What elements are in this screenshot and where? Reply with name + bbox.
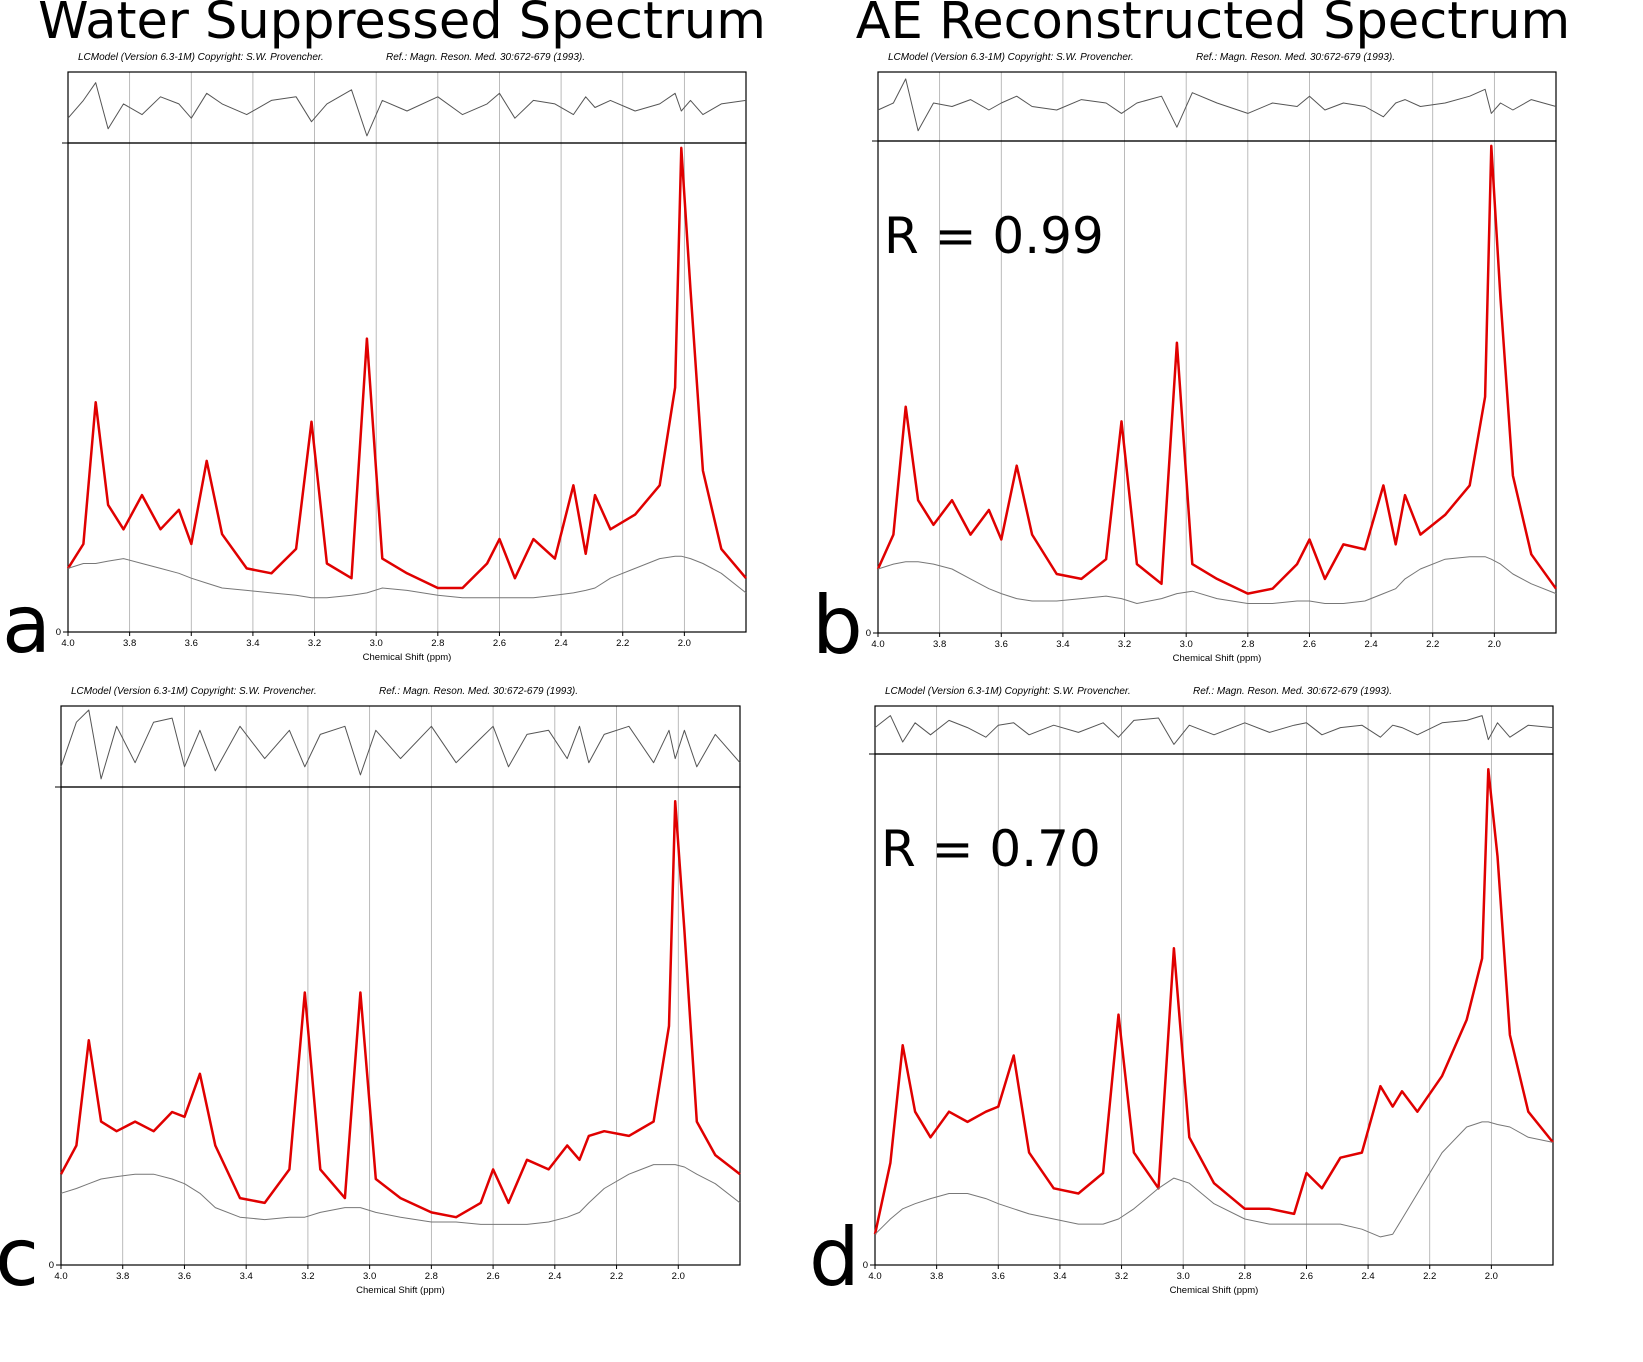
x-tick-label: 3.2	[301, 1271, 314, 1282]
x-tick-label: 3.6	[995, 639, 1008, 650]
spectrum-line	[877, 556, 1557, 604]
residual-line	[67, 82, 747, 137]
reference: Ref.: Magn. Reson. Med. 30:672-679 (1993…	[386, 52, 585, 63]
y-tick-label: 0	[866, 628, 871, 639]
x-tick-label: 2.6	[1303, 639, 1316, 650]
spectrum-line	[876, 144, 1558, 595]
x-tick-label: 2.4	[1364, 639, 1377, 650]
x-tick-label: 2.6	[1300, 1271, 1313, 1282]
plot-frame	[60, 786, 741, 1266]
plot-frame	[877, 140, 1557, 634]
residual-frame	[60, 705, 741, 788]
x-tick-label: 2.8	[1238, 1271, 1251, 1282]
x-axis-label: Chemical Shift (ppm)	[356, 1285, 445, 1296]
x-tick-label: 4.0	[871, 639, 884, 650]
x-tick-label: 2.0	[1485, 1271, 1498, 1282]
panel-label: c	[0, 1211, 39, 1304]
plot-frame	[67, 142, 747, 633]
reference: Ref.: Magn. Reson. Med. 30:672-679 (1993…	[379, 686, 578, 697]
spectrum-line	[66, 146, 747, 590]
header: LCModel (Version 6.3-1M) Copyright: S.W.…	[71, 686, 317, 697]
residual-line	[60, 709, 741, 780]
x-axis-label: Chemical Shift (ppm)	[1173, 653, 1262, 664]
x-tick-label: 3.4	[246, 638, 259, 649]
spectrum-line	[67, 555, 747, 599]
x-tick-label: 2.8	[431, 638, 444, 649]
panel-label: a	[2, 578, 51, 671]
x-tick-label: 2.4	[554, 638, 567, 649]
spectrum-line	[874, 1121, 1554, 1238]
x-tick-label: 3.2	[1118, 639, 1131, 650]
x-tick-label: 2.2	[610, 1271, 623, 1282]
x-tick-label: 3.0	[363, 1271, 376, 1282]
x-tick-label: 3.6	[992, 1271, 1005, 1282]
spectrum-line	[60, 1164, 741, 1225]
x-tick-label: 2.4	[548, 1271, 561, 1282]
x-tick-label: 3.2	[308, 638, 321, 649]
x-tick-label: 3.2	[1115, 1271, 1128, 1282]
x-tick-label: 3.6	[185, 638, 198, 649]
x-axis-label: Chemical Shift (ppm)	[1170, 1285, 1259, 1296]
annotation: R = 0.99	[884, 207, 1104, 265]
spectrum-line	[59, 800, 741, 1219]
spectrum-line	[873, 768, 1554, 1235]
y-tick-label: 0	[56, 627, 61, 638]
x-tick-label: 3.4	[1056, 639, 1069, 650]
x-tick-label: 2.6	[493, 638, 506, 649]
x-tick-label: 3.0	[370, 638, 383, 649]
y-tick-label: 0	[863, 1260, 868, 1271]
residual-line	[874, 715, 1554, 745]
x-tick-label: 4.0	[868, 1271, 881, 1282]
residual-frame	[877, 71, 1557, 142]
x-tick-label: 2.2	[616, 638, 629, 649]
x-tick-label: 4.0	[54, 1271, 67, 1282]
residual-frame	[874, 705, 1554, 755]
x-tick-label: 2.8	[425, 1271, 438, 1282]
header: LCModel (Version 6.3-1M) Copyright: S.W.…	[888, 52, 1134, 63]
x-tick-label: 3.4	[240, 1271, 253, 1282]
plot-frame	[874, 753, 1554, 1266]
y-tick-label: 0	[49, 1260, 54, 1271]
x-tick-label: 3.8	[123, 638, 136, 649]
x-tick-label: 2.4	[1361, 1271, 1374, 1282]
residual-frame	[67, 71, 747, 144]
x-tick-label: 3.8	[930, 1271, 943, 1282]
header: LCModel (Version 6.3-1M) Copyright: S.W.…	[885, 686, 1131, 697]
x-tick-label: 3.6	[178, 1271, 191, 1282]
x-tick-label: 3.8	[933, 639, 946, 650]
panel-label: b	[812, 579, 863, 672]
panel-label: d	[809, 1211, 860, 1304]
header: LCModel (Version 6.3-1M) Copyright: S.W.…	[78, 52, 324, 63]
column-title: Water Suppressed Spectrum	[38, 0, 766, 51]
column-title: AE Reconstructed Spectrum	[856, 0, 1570, 51]
reference: Ref.: Magn. Reson. Med. 30:672-679 (1993…	[1196, 52, 1395, 63]
x-tick-label: 2.0	[678, 638, 691, 649]
reference: Ref.: Magn. Reson. Med. 30:672-679 (1993…	[1193, 686, 1392, 697]
x-axis-label: Chemical Shift (ppm)	[363, 652, 452, 663]
residual-line	[877, 78, 1557, 132]
x-tick-label: 2.2	[1423, 1271, 1436, 1282]
x-tick-label: 3.0	[1177, 1271, 1190, 1282]
x-tick-label: 3.8	[116, 1271, 129, 1282]
x-tick-label: 2.6	[486, 1271, 499, 1282]
x-tick-label: 3.0	[1180, 639, 1193, 650]
x-tick-label: 2.8	[1241, 639, 1254, 650]
x-tick-label: 2.2	[1426, 639, 1439, 650]
x-tick-label: 4.0	[61, 638, 74, 649]
x-tick-label: 2.0	[672, 1271, 685, 1282]
annotation: R = 0.70	[881, 820, 1101, 878]
x-tick-label: 3.4	[1053, 1271, 1066, 1282]
x-tick-label: 2.0	[1488, 639, 1501, 650]
